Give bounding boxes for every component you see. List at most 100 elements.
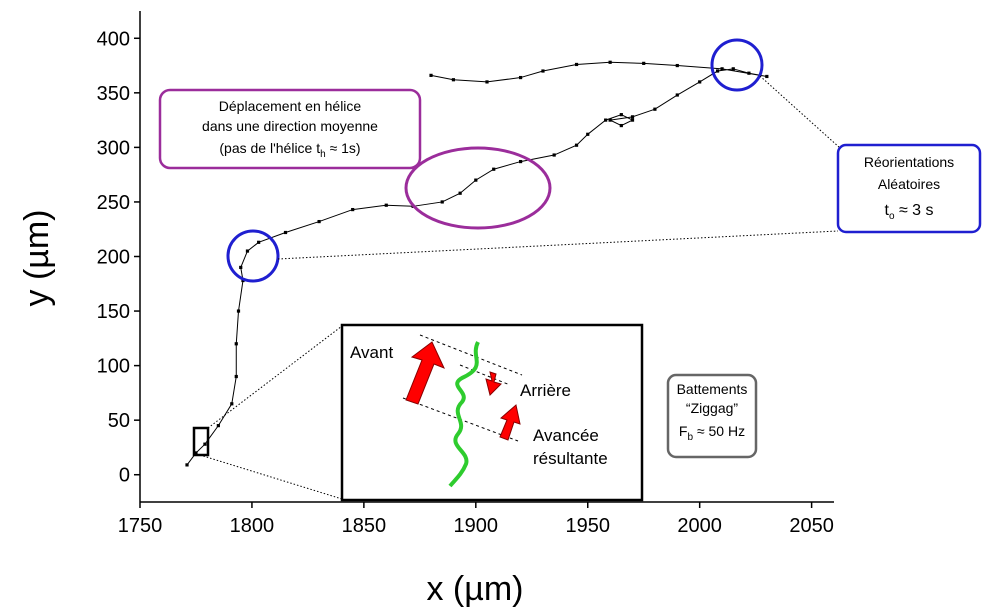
marker [518,75,523,80]
marker [384,203,388,207]
inset-label: Arrière [520,381,571,400]
flagellum [448,341,480,488]
annotation-text: Fb ≈ 50 Hz [679,423,745,443]
connector [207,325,343,429]
marker [458,191,462,195]
marker [675,93,679,97]
y-tick-label: 200 [97,247,130,269]
annotation-subscript: o [889,211,895,222]
inset-label: résultante [533,449,608,468]
marker [492,167,496,171]
x-tick-label: 1750 [118,515,163,537]
marker [230,402,234,406]
marker [451,78,456,82]
annotation-line: dans une direction moyenne [202,118,378,134]
x-tick-label: 2050 [789,515,834,537]
marker [283,230,288,235]
marker [715,69,720,73]
annotation-line: t [884,202,889,219]
inset-label: Avant [350,343,393,362]
marker [653,107,657,111]
marker [203,442,207,446]
marker [574,62,579,67]
marker [747,71,751,75]
marker [608,60,612,64]
marker [574,143,579,147]
y-tick-label: 150 [97,301,130,323]
helix-ellipse [404,146,552,230]
marker [485,80,489,84]
annotation-text: to ≈ 3 s [884,202,933,222]
marker [351,207,355,212]
annotation-line: (pas de l'hélice t [219,140,320,156]
y-axis-label: y (µm) [18,209,56,306]
zoom-box [192,426,210,457]
x-tick-label: 2000 [677,515,722,537]
annotation-line: F [679,423,688,439]
guide-line [459,364,511,386]
marker [541,69,545,73]
annotation-text: Déplacement en hélice [219,98,362,114]
reorientation-circle [710,38,764,92]
marker [720,67,724,71]
trajectory [186,61,767,466]
marker [642,61,646,65]
marker [429,73,433,77]
annotation-text: “Ziggag” [686,400,738,416]
marker [630,118,635,122]
connector [759,75,841,149]
x-tick-label: 1900 [454,515,499,537]
helix-box [158,88,422,170]
marker [552,153,556,157]
reorientation-box [836,143,982,234]
marker [245,249,250,253]
marker [630,115,635,119]
annotation-line: Déplacement en hélice [219,98,362,114]
marker [518,159,523,164]
arrow [405,341,445,405]
inset-label: Avancée [533,426,599,445]
y-tick-label: 400 [97,28,130,50]
annotation-subscript: h [320,149,326,160]
annotation-line: ≈ 1s) [326,140,361,156]
marker [257,240,261,244]
y-tick-label: 250 [97,192,130,214]
plot: 1750 1800 1850 1900 1950 2000 2050 0 50 100 150 200… [97,11,834,537]
marker [604,118,608,122]
marker [619,123,623,128]
annotation-subscript: b [687,432,693,443]
marker [234,342,238,346]
annotation-text: (pas de l'hélice th ≈ 1s) [219,140,360,160]
x-tick-label: 1800 [230,515,275,537]
y-tick-label: 50 [108,410,130,432]
marker [765,74,769,79]
arrow [485,371,502,396]
marker [608,118,612,122]
x-tick-label: 1950 [565,515,610,537]
marker [619,113,623,117]
y-tick-label: 100 [97,356,130,378]
y-tick-label: 0 [119,465,130,487]
marker [440,200,444,204]
x-tick-label: 1850 [342,515,387,537]
marker [234,374,238,379]
arrow [499,404,521,441]
annotation-text: Battements [677,381,748,397]
annotation-line: ≈ 3 s [895,202,934,219]
annotation-text: Réorientations [864,154,954,170]
marker [675,63,679,68]
marker [236,309,241,313]
marker [194,451,198,455]
annotation-text: Aléatoires [878,176,940,192]
connector [199,454,343,500]
annotation-line: Aléatoires [878,176,940,192]
marker [474,178,478,182]
annotation-line: ≈ 50 Hz [693,423,745,439]
annotation-text: dans une direction moyenne [202,118,378,134]
y-tick-label: 350 [97,83,130,105]
y-tick-label: 300 [97,137,130,159]
annotation-line: Battements [677,381,748,397]
connector [277,230,839,260]
annotation-line: “Ziggag” [686,400,738,416]
